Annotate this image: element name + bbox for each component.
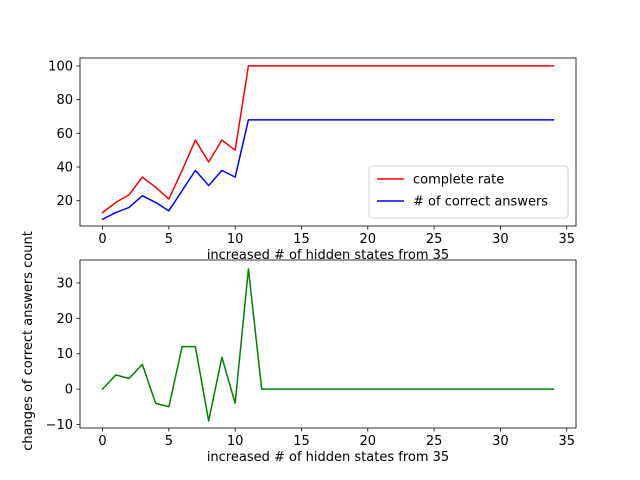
plot-frame — [79, 259, 577, 429]
x-tick-label: 10 — [227, 434, 244, 449]
top-line-chart: 0 5 10 15 20 25 30 35 20 40 60 80 100 increased # of … — [48, 57, 577, 263]
series-line-0 — [101, 65, 555, 214]
x-tick-label: 35 — [558, 232, 575, 247]
x-tick-label: 20 — [360, 434, 377, 449]
x-axis-label: increased # of hidden states from 35 — [207, 248, 449, 263]
series-line-1 — [101, 119, 555, 221]
y-tick-label: 20 — [56, 312, 73, 327]
x-tick-label: 0 — [98, 434, 106, 449]
y-tick-label: 20 — [56, 194, 73, 209]
y-axis-label: changes of correct answers count — [21, 231, 36, 451]
legend: complete rate # of correct answers — [368, 165, 569, 219]
y-tick-label: 40 — [56, 161, 73, 176]
x-tick-label: 25 — [426, 434, 443, 449]
y-tick-label: 0 — [65, 383, 73, 398]
y-tick-label: 30 — [56, 276, 73, 291]
series-line-0 — [101, 268, 555, 422]
x-tick-label: 30 — [492, 232, 509, 247]
legend-box — [368, 165, 569, 219]
y-tick-label: 100 — [48, 59, 73, 74]
x-tick-label: 25 — [426, 232, 443, 247]
x-tick-label: 0 — [98, 232, 106, 247]
y-tick-label: −10 — [46, 418, 73, 433]
x-tick-label: 5 — [165, 232, 173, 247]
x-tick-label: 20 — [360, 232, 377, 247]
y-tick-label: 80 — [56, 93, 73, 108]
x-tick-label: 5 — [165, 434, 173, 449]
x-tick-label: 15 — [293, 434, 310, 449]
bottom-line-chart: 0 5 10 15 20 25 30 35 −10 0 10 20 30 increased # of h… — [21, 231, 577, 465]
legend-label-0: complete rate — [413, 173, 504, 188]
x-axis-label: increased # of hidden states from 35 — [207, 450, 449, 465]
x-tick-label: 15 — [293, 232, 310, 247]
x-tick-label: 30 — [492, 434, 509, 449]
y-tick-label: 10 — [56, 347, 73, 362]
x-tick-label: 10 — [227, 232, 244, 247]
x-tick-label: 35 — [558, 434, 575, 449]
plot-frame — [79, 57, 577, 227]
legend-label-1: # of correct answers — [413, 195, 548, 210]
y-tick-label: 60 — [56, 127, 73, 142]
